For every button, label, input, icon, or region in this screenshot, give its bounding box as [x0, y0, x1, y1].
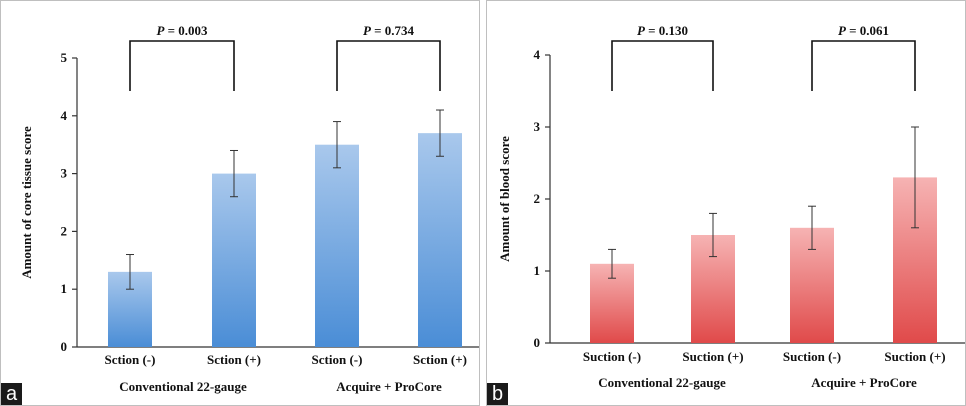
panel-label: b	[487, 383, 509, 405]
p-value-label: P = 0.003	[156, 23, 208, 38]
y-tick-label: 3	[61, 166, 68, 181]
p-value-label: P = 0.130	[637, 23, 688, 38]
bar	[212, 173, 256, 347]
y-tick-label: 0	[534, 335, 541, 350]
group-label: Acquire + ProCore	[336, 379, 442, 394]
significance-bracket	[129, 40, 235, 91]
category-label: Sction (-)	[312, 352, 363, 367]
group-label: Conventional 22-gauge	[119, 379, 247, 394]
y-tick-label: 2	[61, 223, 68, 238]
category-label: Sction (-)	[105, 352, 156, 367]
significance-bracket	[336, 40, 441, 91]
chart-panel-a: 0 1 2 3 4 5 Amount of core tissue score Sction …	[0, 0, 480, 406]
category-label: Suction (+)	[884, 349, 945, 364]
y-tick-label: 4	[534, 47, 541, 62]
chart-panel-b: 0 1 2 3 4 Amount of blood score Suction (-) Suc…	[486, 0, 966, 406]
category-label: Suction (+)	[682, 349, 743, 364]
panel-label: a	[1, 383, 23, 405]
bar	[418, 133, 462, 347]
group-label: Conventional 22-gauge	[598, 375, 726, 390]
y-tick-label: 0	[61, 339, 68, 354]
category-label: Sction (+)	[207, 352, 261, 367]
y-axis-label: Amount of blood score	[497, 136, 512, 262]
p-value-label: P = 0.061	[838, 23, 889, 38]
bar-chart-blood: 0 1 2 3 4 Amount of blood score Suction (-) Suc…	[497, 23, 965, 390]
y-tick-label: 1	[61, 281, 68, 296]
p-value-label: P = 0.734	[363, 23, 415, 38]
significance-bracket	[811, 40, 916, 91]
y-tick-label: 1	[534, 263, 541, 278]
group-label: Acquire + ProCore	[811, 375, 917, 390]
significance-bracket	[611, 40, 714, 91]
y-tick-label: 2	[534, 191, 541, 206]
category-label: Suction (-)	[783, 349, 841, 364]
y-tick-label: 5	[61, 50, 68, 65]
category-label: Suction (-)	[583, 349, 641, 364]
y-axis-label: Amount of core tissue score	[19, 126, 34, 279]
y-tick-label: 3	[534, 119, 541, 134]
y-tick-label: 4	[61, 108, 68, 123]
bar-chart-core-tissue: 0 1 2 3 4 5 Amount of core tissue score Sction …	[19, 23, 479, 394]
category-label: Sction (+)	[413, 352, 467, 367]
bar	[315, 144, 359, 347]
